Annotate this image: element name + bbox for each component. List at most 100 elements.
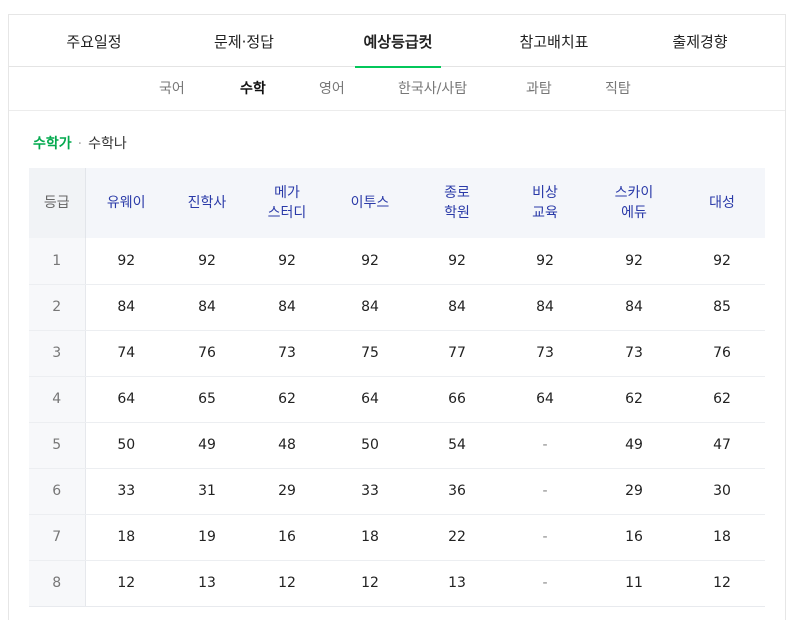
grade-cut-table: 등급 유웨이 진학사 메가 스터디 이투스 종로 학원 비상 교육 스카이 에듀 대성 … — [29, 168, 765, 607]
grade-cell: 4 — [29, 376, 86, 423]
score-cell: 75 — [327, 330, 413, 377]
score-cell: 64 — [85, 376, 167, 423]
math-type-toggle: 수학가 · 수학나 — [33, 133, 127, 153]
score-cell: - — [501, 468, 589, 515]
score-cell: 84 — [85, 284, 167, 331]
tab-vocational[interactable]: 직탐 — [605, 81, 631, 97]
provider-name: 진학사 — [187, 195, 227, 211]
score-cell: 84 — [589, 284, 679, 331]
score-cell: 12 — [327, 560, 413, 607]
provider-header: 진학사 — [167, 168, 247, 238]
score-cell: 16 — [247, 514, 327, 561]
score-cell: 84 — [327, 284, 413, 331]
score-cell: 33 — [327, 468, 413, 515]
grade-cell: 7 — [29, 514, 86, 561]
grade-table-body: 1 92 92 92 92 92 92 92 92 2 84 84 84 84 84 84 84 85 3 74 76 7… — [29, 238, 765, 607]
score-cell: 65 — [167, 376, 247, 423]
table-row: 6 33 31 29 33 36-29 30 — [29, 468, 765, 515]
score-cell: 13 — [167, 560, 247, 607]
score-cell: - — [501, 422, 589, 469]
tab-science[interactable]: 과탐 — [526, 81, 552, 97]
score-cell: 18 — [85, 514, 167, 561]
tab-math[interactable]: 수학 — [240, 81, 266, 97]
provider-name: 이투스 — [350, 195, 390, 211]
score-cell: 77 — [413, 330, 501, 377]
score-cell: 64 — [501, 376, 589, 423]
score-cell: 92 — [501, 238, 589, 285]
score-cell: 92 — [247, 238, 327, 285]
grade-cell: 1 — [29, 238, 86, 285]
score-cell: 22 — [413, 514, 501, 561]
tab-english[interactable]: 영어 — [319, 81, 345, 97]
score-cell: 29 — [589, 468, 679, 515]
score-cell: 92 — [327, 238, 413, 285]
score-cell: 49 — [167, 422, 247, 469]
score-cell: 62 — [679, 376, 765, 423]
score-cell: 18 — [679, 514, 765, 561]
grade-cell: 3 — [29, 330, 86, 377]
tab-questions-answers[interactable]: 문제·정답 — [214, 33, 274, 51]
grade-cell: 2 — [29, 284, 86, 331]
score-cell: 92 — [679, 238, 765, 285]
tab-placement-table[interactable]: 참고배치표 — [519, 33, 589, 51]
tab-schedule[interactable]: 주요일정 — [66, 33, 122, 51]
score-cell: - — [501, 560, 589, 607]
table-row: 1 92 92 92 92 92 92 92 92 — [29, 238, 765, 285]
table-row: 7 18 19 16 18 22-16 18 — [29, 514, 765, 561]
score-cell: 76 — [167, 330, 247, 377]
main-tab-bar: 주요일정 문제·정답 예상등급컷 참고배치표 출제경향 — [9, 15, 785, 68]
grade-cell: 6 — [29, 468, 86, 515]
provider-header: 유웨이 — [85, 168, 167, 238]
score-cell: 73 — [247, 330, 327, 377]
score-cell: 92 — [413, 238, 501, 285]
table-row: 5 50 49 48 50 54-49 47 — [29, 422, 765, 469]
score-cell: 31 — [167, 468, 247, 515]
provider-name-line2: 학원 — [444, 205, 470, 221]
table-row: 2 84 84 84 84 84 84 84 85 — [29, 284, 765, 331]
tab-exam-trends[interactable]: 출제경향 — [672, 33, 728, 51]
tab-history-social[interactable]: 한국사/사탐 — [398, 81, 468, 97]
grade-cell: 8 — [29, 560, 86, 607]
score-cell: 19 — [167, 514, 247, 561]
provider-header: 대성 — [679, 168, 765, 238]
provider-name-line2: 교육 — [532, 205, 558, 221]
score-cell: 92 — [85, 238, 167, 285]
score-cell: 62 — [589, 376, 679, 423]
score-cell: 50 — [327, 422, 413, 469]
provider-header: 스카이 에듀 — [589, 168, 679, 238]
score-cell: 84 — [247, 284, 327, 331]
provider-name-line2: 에듀 — [621, 205, 647, 221]
score-cell: 12 — [85, 560, 167, 607]
table-row: 8 12 13 12 12 13-11 12 — [29, 560, 765, 607]
score-cell: 92 — [167, 238, 247, 285]
score-cell: 73 — [589, 330, 679, 377]
score-cell: 84 — [167, 284, 247, 331]
math-na-option[interactable]: 수학나 — [88, 136, 127, 152]
score-cell: 54 — [413, 422, 501, 469]
table-row: 4 64 65 62 64 66 64 62 62 — [29, 376, 765, 423]
provider-name: 메가 — [274, 185, 300, 201]
math-ga-option[interactable]: 수학가 — [33, 136, 72, 152]
score-cell: 92 — [589, 238, 679, 285]
score-cell: 48 — [247, 422, 327, 469]
tab-expected-grade-cut[interactable]: 예상등급컷 — [355, 15, 441, 68]
score-cell: 62 — [247, 376, 327, 423]
score-cell: 13 — [413, 560, 501, 607]
score-cell: 29 — [247, 468, 327, 515]
table-row: 3 74 76 73 75 77 73 73 76 — [29, 330, 765, 377]
score-cell: 33 — [85, 468, 167, 515]
provider-name: 비상 — [532, 185, 558, 201]
score-cell: 66 — [413, 376, 501, 423]
grade-column-header: 등급 — [29, 168, 86, 238]
provider-name: 종로 — [444, 185, 470, 201]
score-cell: 18 — [327, 514, 413, 561]
toggle-separator: · — [77, 136, 83, 152]
score-cell: 73 — [501, 330, 589, 377]
score-cell: 30 — [679, 468, 765, 515]
score-cell: 84 — [501, 284, 589, 331]
score-cell: 76 — [679, 330, 765, 377]
tab-korean[interactable]: 국어 — [159, 81, 185, 97]
provider-header: 메가 스터디 — [247, 168, 327, 238]
